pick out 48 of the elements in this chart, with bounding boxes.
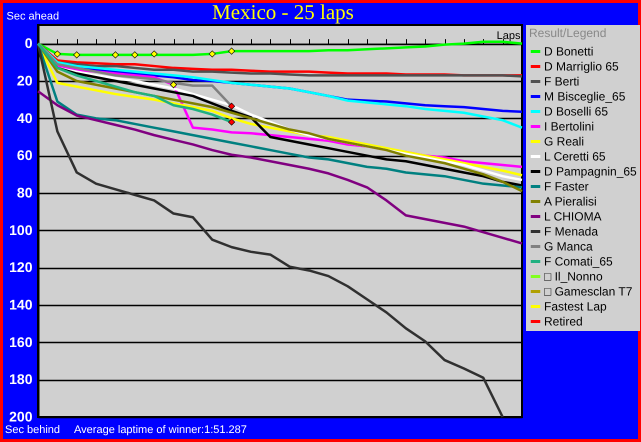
y-tick-label: 140 [9,296,33,312]
point [170,81,177,88]
line-series [36,42,504,418]
legend-label: D Bonetti [544,44,594,58]
legend-label: F Menada [544,224,598,238]
line-series [36,90,524,245]
point [208,50,216,58]
legend-label: D Pampagnin_65 [544,164,638,178]
point [228,102,236,110]
legend-title: Result/Legend [529,26,606,40]
point [54,50,61,58]
point [150,50,158,58]
legend-label: D Boselli 65 [544,104,608,118]
text: Sec behind [5,424,60,436]
legend-label: I Bertolini [544,120,594,134]
legend-label: A Pieralisi [544,194,597,208]
legend-label: Fastest Lap [544,300,608,314]
point [131,51,138,58]
legend-label: F Comati_65 [544,254,614,268]
legend-label: G Reali [544,134,584,148]
point [112,51,119,58]
text: Average laptime of winner:1:51.287 [74,424,247,436]
legend-label: □ Gamesclan T7 [544,284,633,298]
point [73,51,80,58]
legend-label: D Marriglio 65 [544,60,620,74]
legend-label: L CHIOMA [544,210,602,224]
point [228,48,236,55]
x-axis-title: Laps [496,30,521,42]
legend-label: M Bisceglie_65 [544,90,626,104]
legend-label: F Faster [544,180,589,194]
y-axis-title: Sec ahead [6,10,60,22]
legend-label: G Manca [544,240,594,254]
legend-label: F Berti [544,74,580,88]
point [228,118,236,126]
y-tick-label: 120 [9,259,33,276]
legend-label: Retired [544,314,583,328]
y-tick-label: 100 [9,222,33,238]
legend-label: L Ceretti 65 [544,150,606,164]
chart-title: Mexico - 25 laps [212,0,354,24]
legend-label: □ Il_Nonno [544,270,603,284]
y-tick-label: 60 [16,147,33,164]
y-tick-label: 160 [9,334,33,350]
y-tick-label: 40 [16,110,33,126]
y-tick-label: 80 [16,184,33,200]
y-tick-label: 200 [9,408,33,424]
y-tick-label: 0 [24,35,33,52]
y-tick-label: 180 [9,371,33,388]
y-tick-label: 20 [16,72,33,88]
